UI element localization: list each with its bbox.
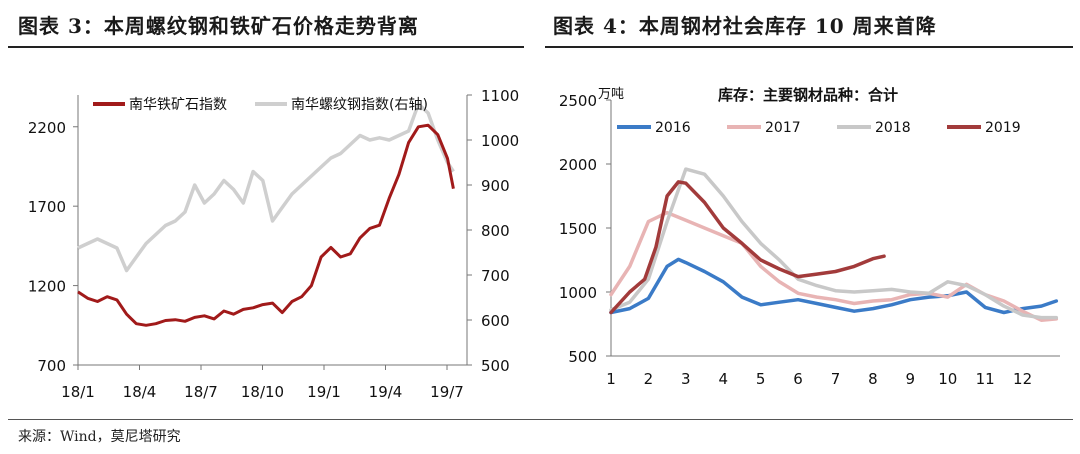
- left-figure-title: 图表 3：本周螺纹钢和铁矿石价格走势背离: [18, 14, 419, 38]
- x-tick-label: 19/4: [369, 383, 403, 401]
- x-tick-label: 18/7: [184, 383, 218, 401]
- y-tick-label: 2000: [559, 156, 597, 174]
- x-tick-label: 18/1: [61, 383, 95, 401]
- right-y-tick-label: 600: [481, 312, 510, 330]
- x-tick-label: 6: [793, 370, 803, 388]
- right-y-tick-label: 800: [481, 222, 510, 240]
- left-y-tick-label: 700: [37, 357, 66, 375]
- rebar-series-line: [77, 102, 455, 273]
- left-price-chart: 700 1200 1700 2200 500 600 700 800 900 1000 1100 18…: [28, 87, 519, 401]
- chart-title: 库存：主要钢材品种：合计: [718, 86, 898, 104]
- legend-label: 2018: [875, 120, 911, 136]
- x-tick-label: 11: [976, 370, 995, 388]
- right-y-tick-label: 900: [481, 177, 510, 195]
- series-line-2018: [609, 167, 1059, 320]
- right-title-divider: [545, 46, 1073, 48]
- x-tick-label: 12: [1013, 370, 1032, 388]
- footer-divider: [8, 419, 1073, 420]
- x-tick-label: 8: [868, 370, 878, 388]
- legend-label: 2016: [655, 120, 691, 136]
- series-line-2019: [609, 180, 886, 315]
- y-tick-label: 500: [568, 348, 597, 366]
- x-tick-label: 3: [681, 370, 691, 388]
- y-tick-label: 2500: [559, 92, 597, 110]
- y-tick-label: 1000: [559, 284, 597, 302]
- left-title-divider: [8, 46, 524, 48]
- legend-label: 南华铁矿石指数: [129, 97, 227, 113]
- legend-label: 2017: [765, 120, 801, 136]
- series-line-2016: [609, 257, 1059, 315]
- x-tick-label: 1: [606, 370, 616, 388]
- x-tick-label: 10: [938, 370, 957, 388]
- x-tick-label: 19/1: [307, 383, 341, 401]
- legend-label: 南华螺纹钢指数(右轴): [291, 97, 428, 113]
- x-tick-label: 5: [756, 370, 766, 388]
- right-figure-title: 图表 4：本周钢材社会库存 10 周来首降: [553, 14, 937, 38]
- x-tick-label: 18/4: [123, 383, 157, 401]
- right-y-tick-label: 1100: [481, 87, 519, 105]
- source-note: 来源：Wind，莫尼塔研究: [18, 429, 181, 445]
- x-tick-label: 4: [718, 370, 728, 388]
- right-y-tick-label: 700: [481, 267, 510, 285]
- left-y-tick-label: 1700: [28, 198, 66, 216]
- legend-label: 2019: [985, 120, 1021, 136]
- x-tick-label: 2: [644, 370, 654, 388]
- x-tick-label: 18/10: [241, 383, 284, 401]
- right-y-tick-label: 500: [481, 357, 510, 375]
- left-y-tick-label: 1200: [28, 278, 66, 296]
- right-y-tick-label: 1000: [481, 132, 519, 150]
- x-tick-label: 19/7: [430, 383, 464, 401]
- x-tick-label: 9: [906, 370, 916, 388]
- y-tick-label: 1500: [559, 220, 597, 238]
- x-tick-label: 7: [831, 370, 841, 388]
- iron-ore-series-line: [77, 123, 455, 327]
- unit-label: 万吨: [598, 87, 624, 102]
- series-line-2017: [609, 210, 1059, 322]
- left-y-tick-label: 2200: [28, 119, 66, 137]
